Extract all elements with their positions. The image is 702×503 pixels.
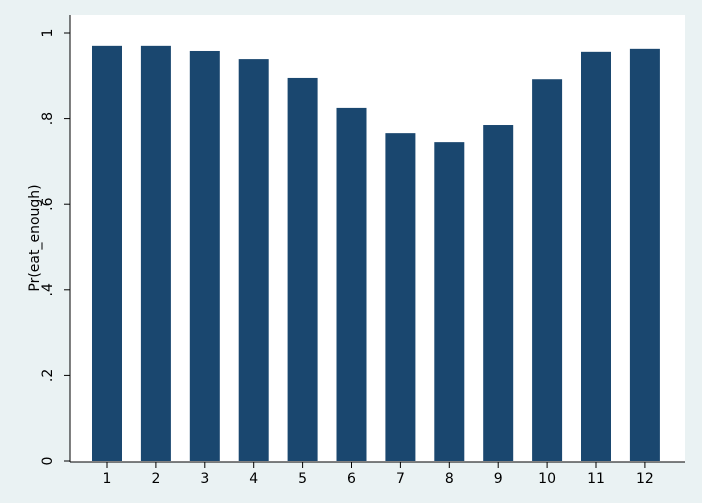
- bar: [532, 79, 563, 461]
- bar: [92, 45, 122, 462]
- x-tick-label: 8: [445, 471, 454, 487]
- y-tick-label: 1: [40, 29, 56, 38]
- y-tick-label: .6: [40, 197, 56, 210]
- x-tick-label: 1: [103, 471, 112, 487]
- x-tick-label: 4: [249, 471, 258, 487]
- x-tick-label: 3: [200, 471, 209, 487]
- bar: [238, 59, 269, 461]
- y-axis-label: Pr(eat_enough): [27, 184, 43, 291]
- bar: [629, 48, 660, 461]
- x-tick-label: 5: [298, 471, 307, 487]
- y-tick-label: .8: [40, 112, 56, 125]
- bar: [434, 142, 465, 461]
- y-tick-label: .4: [40, 283, 56, 296]
- y-tick-label: 0: [40, 457, 56, 466]
- bar: [483, 125, 514, 462]
- y-tick-label: .2: [40, 369, 56, 382]
- x-tick-label: 10: [538, 471, 556, 487]
- x-tick-label: 9: [494, 471, 503, 487]
- bar: [336, 107, 367, 462]
- bar: [581, 51, 611, 461]
- x-tick-label: 7: [396, 471, 405, 487]
- bar: [385, 133, 416, 462]
- bar: [140, 45, 171, 462]
- x-tick-label: 6: [347, 471, 356, 487]
- x-tick-label: 2: [151, 471, 160, 487]
- x-tick-label: 11: [587, 471, 605, 487]
- x-tick-label: 12: [636, 471, 654, 487]
- bar: [189, 50, 220, 461]
- bar: [287, 77, 318, 461]
